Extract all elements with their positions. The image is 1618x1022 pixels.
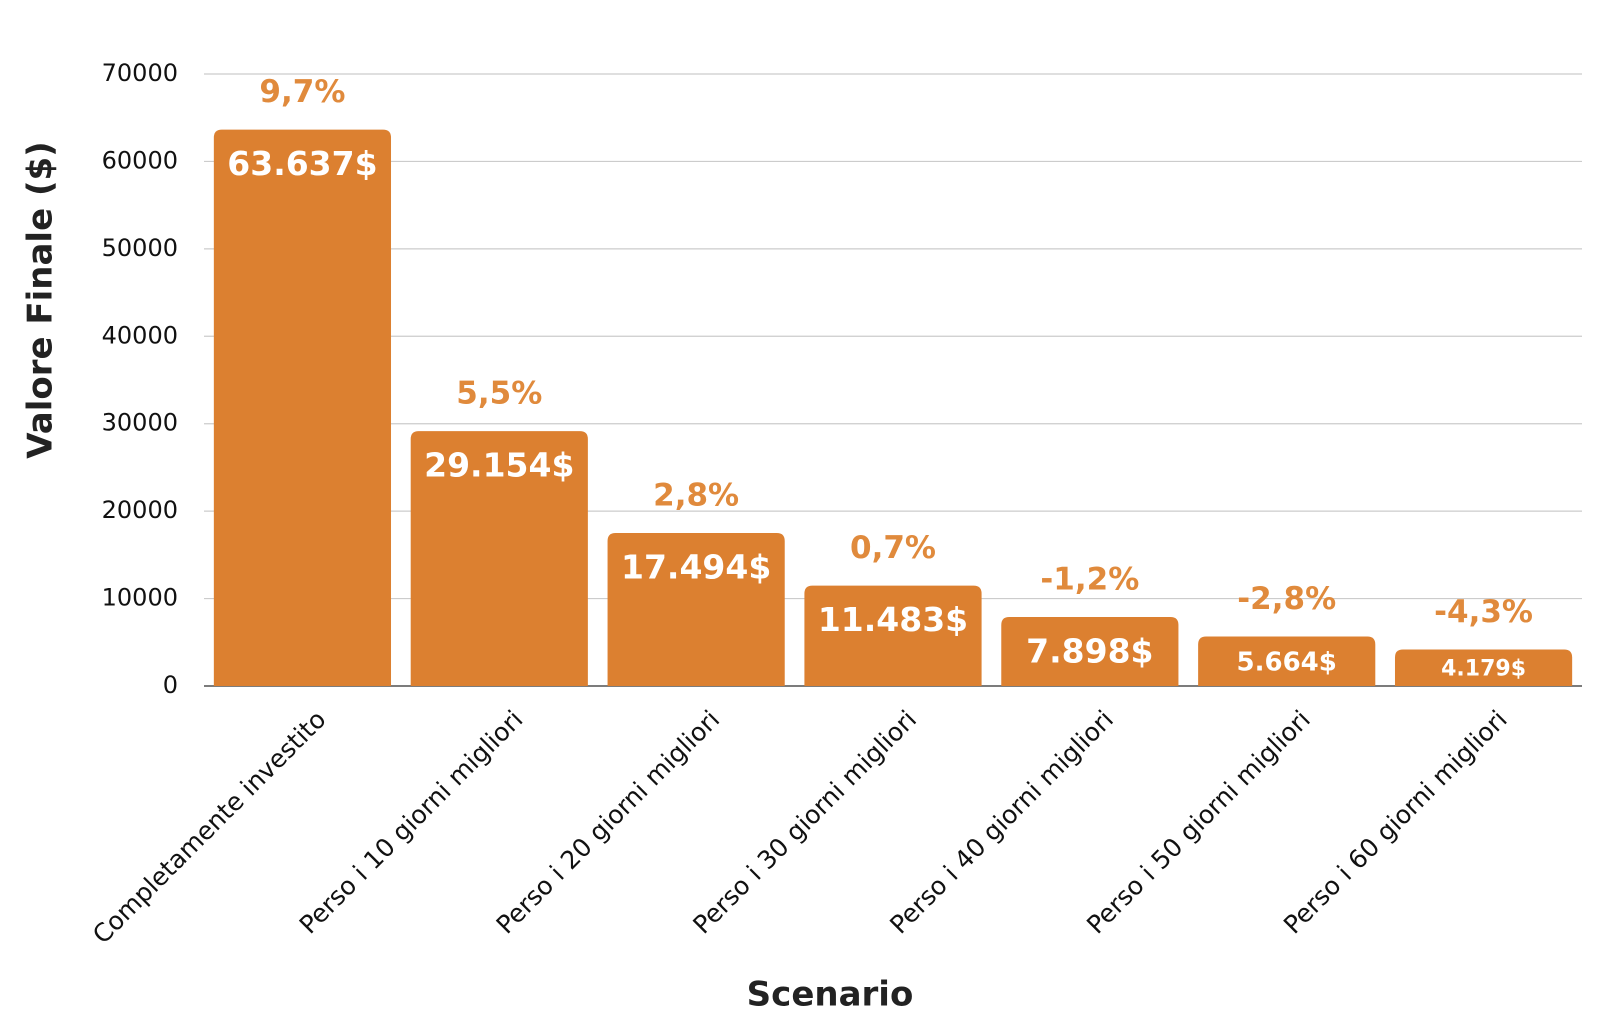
bar <box>607 533 785 686</box>
bar <box>1394 649 1573 686</box>
bar <box>1198 636 1376 686</box>
value-label: 7.898$ <box>1026 631 1153 670</box>
y-tick-label: 60000 <box>102 146 178 174</box>
bar <box>410 431 588 686</box>
annotation: -4,3% <box>1434 594 1533 630</box>
value-label: 17.494$ <box>621 548 771 587</box>
y-axis-title: Valore Finale ($) <box>21 141 61 458</box>
x-tick-label: Completamente investito <box>87 705 332 950</box>
x-tick-label: Perso i 40 giorni migliori <box>884 705 1119 940</box>
value-label: 4.179$ <box>1441 657 1526 682</box>
y-tick-label: 0 <box>163 671 178 699</box>
annotation: 0,7% <box>850 530 936 566</box>
bar <box>213 129 392 686</box>
x-tick-label: Perso i 50 giorni migliori <box>1081 705 1316 940</box>
bar <box>1001 616 1179 686</box>
annotation: -1,2% <box>1040 561 1139 597</box>
annotation: 9,7% <box>259 74 345 110</box>
bar <box>804 585 982 686</box>
x-tick-label: Perso i 10 giorni migliori <box>294 705 529 940</box>
y-tick-label: 20000 <box>102 496 178 524</box>
value-label: 63.637$ <box>227 144 377 183</box>
x-axis-title: Scenario <box>747 975 914 1015</box>
y-tick-label: 70000 <box>102 59 178 87</box>
annotation: 2,8% <box>653 478 739 514</box>
y-tick-label: 40000 <box>102 321 178 349</box>
x-tick-label: Perso i 30 giorni migliori <box>687 705 922 940</box>
annotation: -2,8% <box>1237 581 1336 617</box>
value-label: 5.664$ <box>1237 648 1337 678</box>
y-tick-label: 10000 <box>102 584 178 612</box>
value-label: 29.154$ <box>424 446 574 485</box>
y-tick-label: 30000 <box>102 409 178 437</box>
x-tick-label: Perso i 20 giorni migliori <box>491 705 726 940</box>
value-label: 11.483$ <box>818 600 968 639</box>
x-tick-label: Perso i 60 giorni migliori <box>1278 705 1513 940</box>
annotation: 5,5% <box>456 376 542 412</box>
y-tick-label: 50000 <box>102 234 178 262</box>
